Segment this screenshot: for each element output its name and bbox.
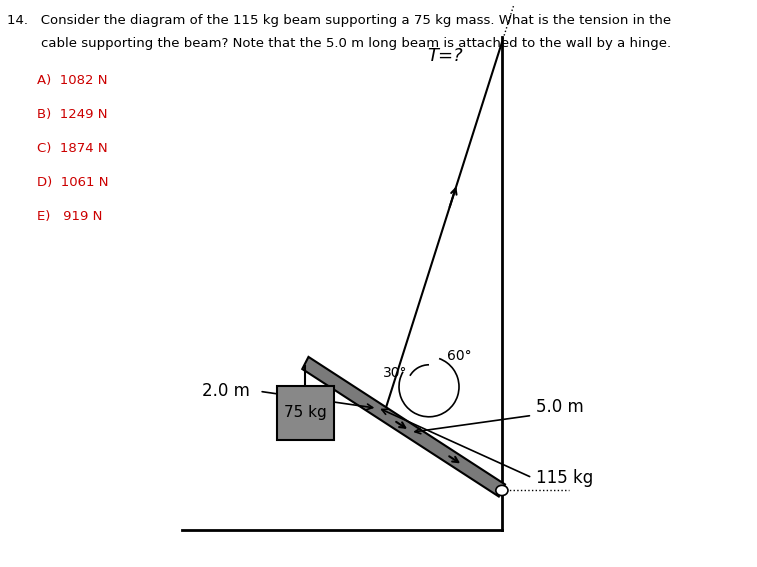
Text: A)  1082 N: A) 1082 N: [37, 74, 107, 87]
Circle shape: [496, 485, 508, 496]
Text: 14.   Consider the diagram of the 115 kg beam supporting a 75 kg mass. What is t: 14. Consider the diagram of the 115 kg b…: [7, 14, 671, 27]
Bar: [277, 386, 334, 439]
Text: 75 kg: 75 kg: [284, 405, 327, 420]
Text: C)  1874 N: C) 1874 N: [37, 142, 107, 155]
Text: 60°: 60°: [447, 349, 472, 363]
Text: T=?: T=?: [427, 47, 463, 65]
Text: 30°: 30°: [383, 366, 407, 380]
Text: cable supporting the beam? Note that the 5.0 m long beam is attached to the wall: cable supporting the beam? Note that the…: [7, 37, 671, 50]
Text: 5.0 m: 5.0 m: [536, 398, 584, 416]
Text: E)   919 N: E) 919 N: [37, 210, 102, 223]
Text: 115 kg: 115 kg: [536, 469, 593, 486]
Text: D)  1061 N: D) 1061 N: [37, 176, 108, 189]
Polygon shape: [302, 357, 505, 497]
Text: 2.0 m: 2.0 m: [202, 382, 250, 400]
Text: B)  1249 N: B) 1249 N: [37, 108, 107, 121]
